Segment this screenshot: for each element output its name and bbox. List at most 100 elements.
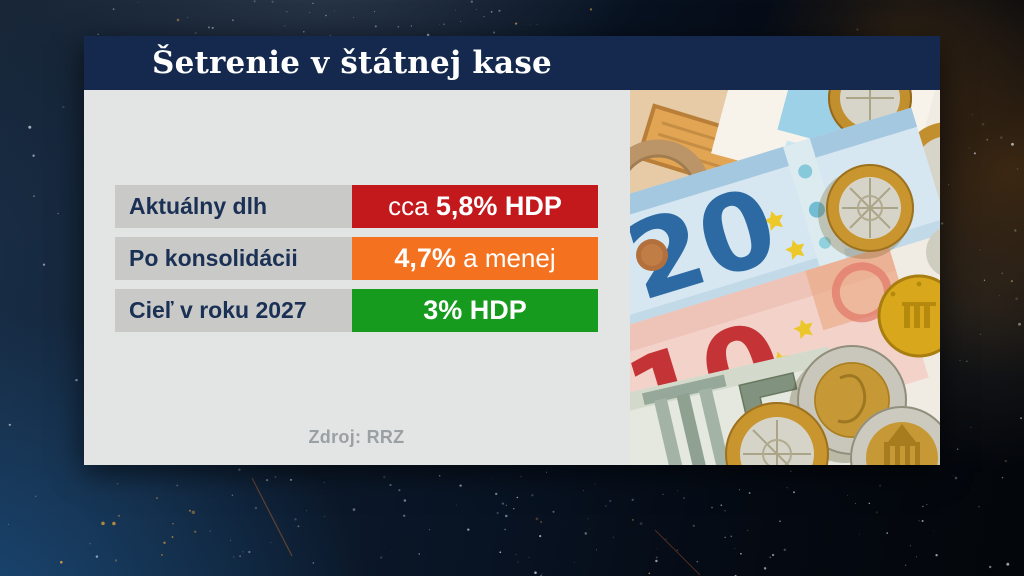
- star: [546, 471, 548, 473]
- star: [383, 475, 386, 479]
- star: [513, 508, 515, 510]
- star: [918, 520, 920, 522]
- one-euro-coin-bottom: [725, 402, 829, 465]
- star: [231, 494, 234, 497]
- star: [909, 545, 911, 547]
- star: [297, 525, 300, 528]
- star: [418, 553, 421, 555]
- table-row: Aktuálny dlh cca 5,8% HDP: [115, 185, 598, 228]
- euro-money-photo: 20: [630, 90, 940, 465]
- star: [988, 565, 992, 569]
- star: [475, 8, 477, 10]
- debt-table: Aktuálny dlh cca 5,8% HDP Po konsolidáci…: [115, 185, 598, 341]
- star: [948, 184, 950, 186]
- star: [403, 514, 406, 517]
- star: [156, 497, 158, 499]
- star: [748, 492, 751, 494]
- star: [847, 495, 849, 497]
- value-text-normal: cca: [388, 191, 436, 221]
- star: [137, 1, 139, 3]
- star: [875, 511, 878, 514]
- star: [172, 523, 174, 525]
- silver-coin-edge: [926, 228, 940, 276]
- light-streak: [654, 529, 701, 576]
- euro-star: [793, 319, 813, 340]
- star: [589, 528, 591, 530]
- star: [495, 492, 498, 496]
- star: [771, 553, 775, 557]
- star: [582, 490, 584, 492]
- star: [631, 518, 634, 521]
- euro-money-illustration: 20: [630, 90, 940, 465]
- star: [211, 26, 214, 29]
- row-label-cell: Aktuálny dlh: [115, 185, 352, 228]
- star: [116, 482, 119, 485]
- source-caption: Zdroj: RRZ: [308, 427, 405, 447]
- star: [230, 539, 232, 541]
- star: [270, 541, 272, 543]
- copper-cent-coin: [636, 239, 668, 271]
- star: [455, 504, 457, 506]
- star: [783, 548, 786, 551]
- star: [490, 11, 493, 13]
- star: [968, 147, 970, 149]
- star: [75, 378, 78, 382]
- star: [398, 489, 401, 492]
- star: [410, 25, 413, 27]
- star: [692, 524, 695, 527]
- star: [1011, 142, 1014, 146]
- star: [208, 26, 210, 29]
- star: [677, 490, 679, 492]
- star: [194, 530, 197, 533]
- star: [868, 502, 871, 505]
- star: [676, 549, 679, 551]
- star: [176, 484, 179, 487]
- star: [926, 504, 928, 506]
- card-content: Aktuálny dlh cca 5,8% HDP Po konsolidáci…: [84, 90, 940, 465]
- star: [935, 554, 938, 557]
- star: [483, 16, 485, 18]
- star: [922, 505, 924, 508]
- star: [1001, 272, 1003, 274]
- star: [574, 562, 575, 563]
- star: [595, 549, 598, 551]
- star: [941, 222, 944, 225]
- star: [499, 551, 502, 554]
- star: [389, 483, 392, 487]
- star: [552, 510, 555, 513]
- two-euro-coin-bottom-right: [850, 406, 940, 465]
- row-value-cell: 3% HDP: [352, 289, 598, 332]
- star: [916, 556, 918, 558]
- star: [397, 25, 400, 28]
- star: [117, 514, 121, 517]
- star: [954, 476, 958, 480]
- star: [979, 249, 981, 251]
- star: [639, 522, 643, 525]
- star: [455, 9, 457, 11]
- star: [605, 505, 607, 507]
- row-label-cell: Cieľ v roku 2027: [115, 289, 352, 332]
- star: [515, 553, 517, 555]
- star: [28, 125, 32, 129]
- star: [517, 561, 519, 563]
- star: [89, 542, 91, 545]
- broadcast-card: Šetrenie v štátnej kase Aktuálny dlh cca…: [84, 36, 940, 465]
- star: [95, 555, 99, 558]
- star: [859, 533, 860, 535]
- star: [323, 481, 325, 483]
- star: [1020, 417, 1022, 419]
- light-streak: [251, 477, 293, 557]
- star: [112, 521, 116, 526]
- star: [952, 474, 954, 476]
- star: [956, 448, 959, 451]
- star: [1006, 562, 1010, 566]
- star: [740, 552, 742, 555]
- star: [426, 33, 430, 37]
- star: [496, 511, 499, 515]
- star: [540, 521, 542, 523]
- star: [763, 567, 767, 570]
- star: [514, 22, 518, 25]
- star: [325, 14, 327, 17]
- star: [324, 516, 325, 517]
